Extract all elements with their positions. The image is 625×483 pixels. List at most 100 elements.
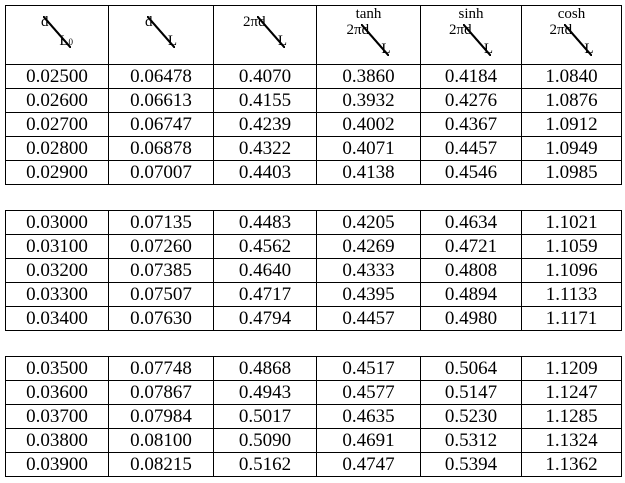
column-header: tanh 2πd L <box>316 5 421 65</box>
fraction: dL0 <box>35 14 79 50</box>
table-cell: 0.03900 <box>5 452 109 477</box>
table-cell: 0.02500 <box>5 64 109 89</box>
table-cell: 0.5064 <box>420 356 522 381</box>
table-cell: 0.4634 <box>420 210 522 235</box>
table-cell: 0.4980 <box>420 306 522 331</box>
denominator: L <box>168 33 177 50</box>
table-cell: 0.4517 <box>316 356 421 381</box>
table-cell: 0.03300 <box>5 282 109 307</box>
table-group-2: 0.03000 0.07135 0.4483 0.4205 0.4634 1.1021 0.… <box>5 210 622 331</box>
table-cell: 0.4794 <box>213 306 317 331</box>
table-cell: 0.4395 <box>316 282 421 307</box>
table-cell: 0.07984 <box>108 404 214 429</box>
table-row: 0.03200 0.07385 0.4640 0.4333 0.4808 1.1096 <box>5 258 622 283</box>
table-cell: 0.4184 <box>420 64 522 89</box>
table-cell: 0.4205 <box>316 210 421 235</box>
table-cell: 0.03600 <box>5 380 109 405</box>
table-cell: 0.4002 <box>316 112 421 137</box>
table-cell: 0.4070 <box>213 64 317 89</box>
table-cell: 0.03200 <box>5 258 109 283</box>
table-cell: 0.07385 <box>108 258 214 283</box>
fraction-slash <box>147 16 175 48</box>
table-cell: 0.07867 <box>108 380 214 405</box>
table-cell: 0.07748 <box>108 356 214 381</box>
header-row: dL0dL2πdLtanh2πdLsinh2πdLcosh2πdL <box>5 5 622 65</box>
table-cell: 0.4138 <box>316 160 421 185</box>
table-cell: 0.4943 <box>213 380 317 405</box>
table-cell: 0.4403 <box>213 160 317 185</box>
table-cell: 0.4333 <box>316 258 421 283</box>
wave-table: dL0dL2πdLtanh2πdLsinh2πdLcosh2πdL 0.0250… <box>5 5 622 477</box>
denominator-text: L <box>584 41 594 57</box>
table-cell: 0.03000 <box>5 210 109 235</box>
table-cell: 0.4894 <box>420 282 522 307</box>
denominator: L <box>381 41 390 58</box>
table-cell: 0.5090 <box>213 428 317 453</box>
table-cell: 0.4269 <box>316 234 421 259</box>
table-row: 0.03900 0.08215 0.5162 0.4747 0.5394 1.1362 <box>5 452 622 477</box>
function-name: cosh <box>557 6 586 22</box>
table-cell: 0.07007 <box>108 160 214 185</box>
table-row: 0.02600 0.06613 0.4155 0.3932 0.4276 1.0876 <box>5 88 622 113</box>
table-cell: 0.4367 <box>420 112 522 137</box>
table-cell: 0.06878 <box>108 136 214 161</box>
table-row: 0.02700 0.06747 0.4239 0.4002 0.4367 1.0912 <box>5 112 622 137</box>
table-cell: 1.0840 <box>521 64 622 89</box>
table-cell: 0.4155 <box>213 88 317 113</box>
table-cell: 0.07260 <box>108 234 214 259</box>
table-cell: 0.03500 <box>5 356 109 381</box>
table-cell: 0.4457 <box>420 136 522 161</box>
table-cell: 0.4322 <box>213 136 317 161</box>
denominator: L <box>484 41 493 58</box>
fraction-slash <box>563 24 592 56</box>
table-cell: 1.1059 <box>521 234 622 259</box>
table-cell: 1.0949 <box>521 136 622 161</box>
table-cell: 1.1209 <box>521 356 622 381</box>
table-cell: 0.02800 <box>5 136 109 161</box>
table-cell: 1.1324 <box>521 428 622 453</box>
table-cell: 1.1171 <box>521 306 622 331</box>
denominator-text: L <box>59 33 69 49</box>
table-row: 0.03100 0.07260 0.4562 0.4269 0.4721 1.1059 <box>5 234 622 259</box>
table-cell: 0.4276 <box>420 88 522 113</box>
table-cell: 0.4071 <box>316 136 421 161</box>
table-row: 0.03500 0.07748 0.4868 0.4517 0.5064 1.1209 <box>5 356 622 381</box>
table-cell: 0.4457 <box>316 306 421 331</box>
table-row: 0.02500 0.06478 0.4070 0.3860 0.4184 1.0840 <box>5 64 622 89</box>
table-header-group-1: dL0dL2πdLtanh2πdLsinh2πdLcosh2πdL 0.0250… <box>5 5 622 185</box>
table-cell: 0.08215 <box>108 452 214 477</box>
subscript: 0 <box>68 37 74 47</box>
fraction: dL <box>139 14 183 50</box>
table-cell: 0.5162 <box>213 452 317 477</box>
fraction: 2πd L <box>237 14 293 50</box>
table-cell: 0.03100 <box>5 234 109 259</box>
fraction: 2πd L <box>544 22 600 58</box>
table-cell: 0.06613 <box>108 88 214 113</box>
table-cell: 0.4640 <box>213 258 317 283</box>
table-cell: 0.5230 <box>420 404 522 429</box>
table-cell: 0.4577 <box>316 380 421 405</box>
fraction: 2πd L <box>341 22 397 58</box>
table-cell: 0.06747 <box>108 112 214 137</box>
function-name: tanh <box>355 6 382 22</box>
table-cell: 0.08100 <box>108 428 214 453</box>
table-group-3: 0.03500 0.07748 0.4868 0.4517 0.5064 1.1209 0.… <box>5 356 622 477</box>
table-cell: 1.0912 <box>521 112 622 137</box>
table-cell: 0.5394 <box>420 452 522 477</box>
table-row: 0.02900 0.07007 0.4403 0.4138 0.4546 1.0985 <box>5 160 622 185</box>
table-cell: 0.5312 <box>420 428 522 453</box>
column-header: 2πd L <box>213 5 317 65</box>
table-cell: 0.3932 <box>316 88 421 113</box>
denominator: L <box>584 41 593 58</box>
table-cell: 1.0985 <box>521 160 622 185</box>
table-row: 0.03400 0.07630 0.4794 0.4457 0.4980 1.1171 <box>5 306 622 331</box>
table-cell: 1.1362 <box>521 452 622 477</box>
table-cell: 1.1285 <box>521 404 622 429</box>
table-cell: 0.3860 <box>316 64 421 89</box>
table-cell: 0.02600 <box>5 88 109 113</box>
table-cell: 0.06478 <box>108 64 214 89</box>
fraction-slash <box>360 24 389 56</box>
table-cell: 1.1096 <box>521 258 622 283</box>
table-cell: 0.4546 <box>420 160 522 185</box>
table-cell: 0.4239 <box>213 112 317 137</box>
